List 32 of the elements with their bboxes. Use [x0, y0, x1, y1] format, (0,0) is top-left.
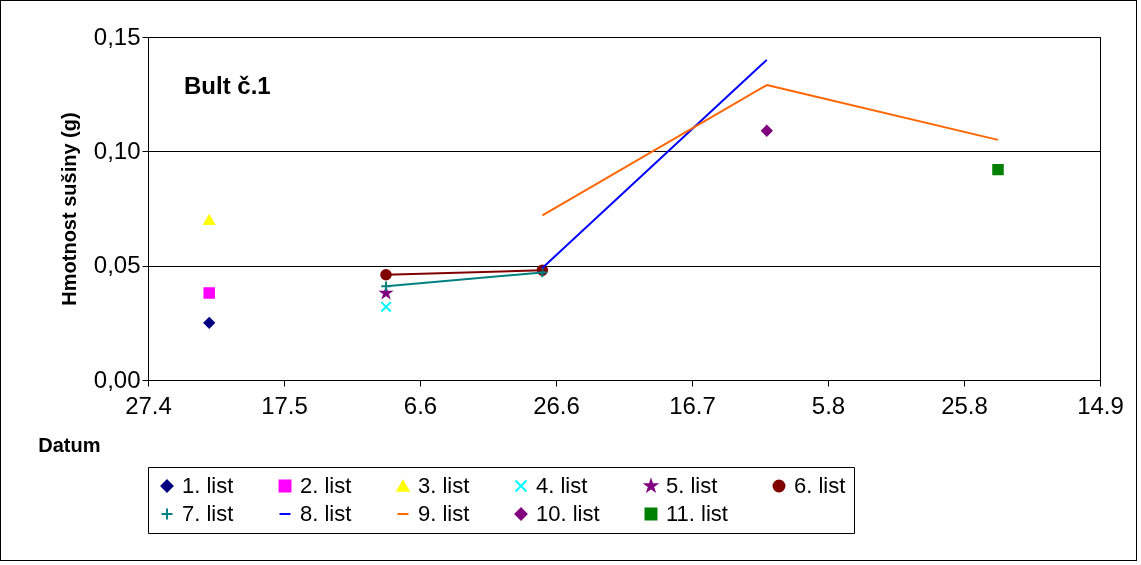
point [203, 214, 215, 226]
legend-label: 3. list [418, 473, 470, 498]
y-tick-label: 0,10 [93, 136, 141, 164]
x-tick-label: 14.9 [1077, 391, 1124, 419]
legend-label: 6. list [794, 473, 846, 498]
legend-label: 8. list [300, 501, 352, 526]
annotation: Bult č.1 [184, 72, 271, 99]
x-tick-label: 16.7 [669, 391, 716, 419]
y-tick-label: 0,00 [93, 365, 141, 393]
legend-label: 11. list [666, 501, 728, 526]
legend-label: 7. list [182, 501, 234, 526]
legend-label: 4. list [536, 473, 588, 498]
point [380, 301, 392, 313]
legend-label: 2. list [300, 473, 352, 498]
point [203, 287, 215, 299]
y-tick-label: 0,05 [93, 251, 141, 279]
point [992, 163, 1004, 176]
x-tick-label: 6.6 [403, 391, 438, 419]
point [761, 125, 773, 137]
y-axis-title: Hmotnost sušiny (g) [57, 112, 80, 306]
x-tick-label: 27.4 [125, 391, 172, 419]
legend-label: 1. list [182, 473, 234, 498]
x-tick-label: 26.6 [533, 391, 580, 419]
x-tick-label: 5.8 [811, 391, 846, 419]
y-tick-label: 0,15 [93, 22, 141, 50]
legend-label: 5. list [666, 473, 718, 498]
point [203, 317, 215, 329]
legend-label: 9. list [418, 501, 470, 526]
legend-label: 10. list [536, 501, 600, 526]
x-tick-label: 17.5 [261, 391, 308, 419]
x-tick-label: 25.8 [941, 391, 988, 419]
x-axis-title: Datum [38, 433, 101, 456]
